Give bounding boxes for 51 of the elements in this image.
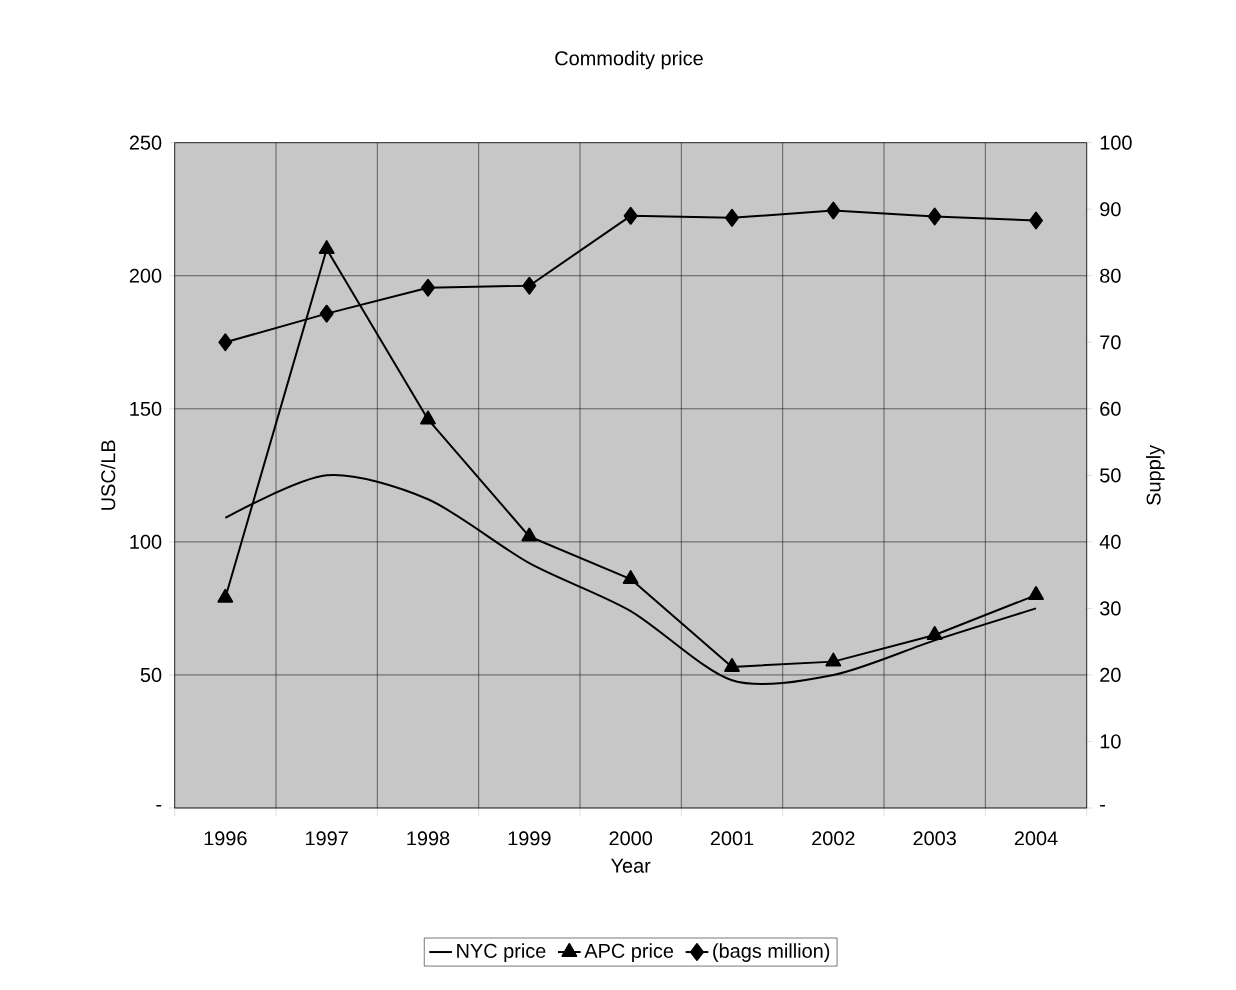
point	[622, 570, 639, 585]
point	[725, 208, 739, 227]
y2-tick-label: 20	[1100, 667, 1121, 682]
y2-tick-label: 80	[1100, 268, 1121, 283]
y2-tick-label: 90	[1100, 202, 1121, 217]
y-tick-label: 200	[129, 268, 162, 283]
point	[420, 410, 436, 425]
y2-tick-label: 10	[1100, 734, 1121, 749]
x-tick-label: 1996	[204, 831, 247, 846]
x-tick-label: 2004	[1014, 831, 1058, 846]
point	[521, 527, 538, 542]
point	[218, 333, 233, 352]
x-tick-label: 2003	[913, 831, 956, 846]
y2-tick-label: 50	[1100, 468, 1121, 483]
point	[926, 626, 943, 640]
y-tick-label: 100	[130, 534, 162, 549]
point	[319, 304, 334, 323]
point	[623, 206, 638, 225]
y-axis-title: USC/LB	[100, 440, 116, 510]
point	[1029, 211, 1043, 230]
x-axis-title: Year	[610, 858, 651, 873]
legend-label: (bags million)	[713, 943, 830, 962]
x-tick-label: 2000	[609, 831, 653, 846]
y-tick-label: -	[156, 804, 162, 807]
y2-axis-title: Supply	[1146, 444, 1165, 505]
x-tick-label: 1997	[306, 831, 348, 846]
y-tick-label: 250	[129, 135, 162, 150]
point	[1028, 586, 1044, 601]
y2-tick-label: 30	[1100, 601, 1121, 616]
x-tick-label: 1999	[508, 831, 551, 846]
legend-label: APC price	[584, 943, 674, 962]
y2-tick-label: 100	[1100, 135, 1132, 150]
y2-tick-label: 70	[1100, 335, 1121, 350]
y2-tick-label: -	[1100, 804, 1105, 807]
point	[724, 657, 740, 672]
point	[522, 276, 537, 295]
x-tick-label: 1998	[407, 831, 450, 846]
legend-label: NYC price	[457, 943, 546, 962]
point	[927, 207, 942, 226]
point	[318, 240, 335, 255]
point	[217, 588, 234, 603]
chart-title: Commodity price	[555, 50, 703, 70]
y-tick-label: 50	[140, 667, 162, 682]
x-tick-label: 2002	[812, 831, 855, 846]
point	[421, 278, 435, 297]
y-tick-label: 150	[130, 401, 162, 416]
point	[826, 201, 841, 220]
y2-tick-label: 60	[1100, 401, 1121, 416]
y2-tick-label: 40	[1099, 534, 1121, 549]
x-tick-label: 2001	[710, 831, 754, 846]
point	[825, 652, 842, 667]
